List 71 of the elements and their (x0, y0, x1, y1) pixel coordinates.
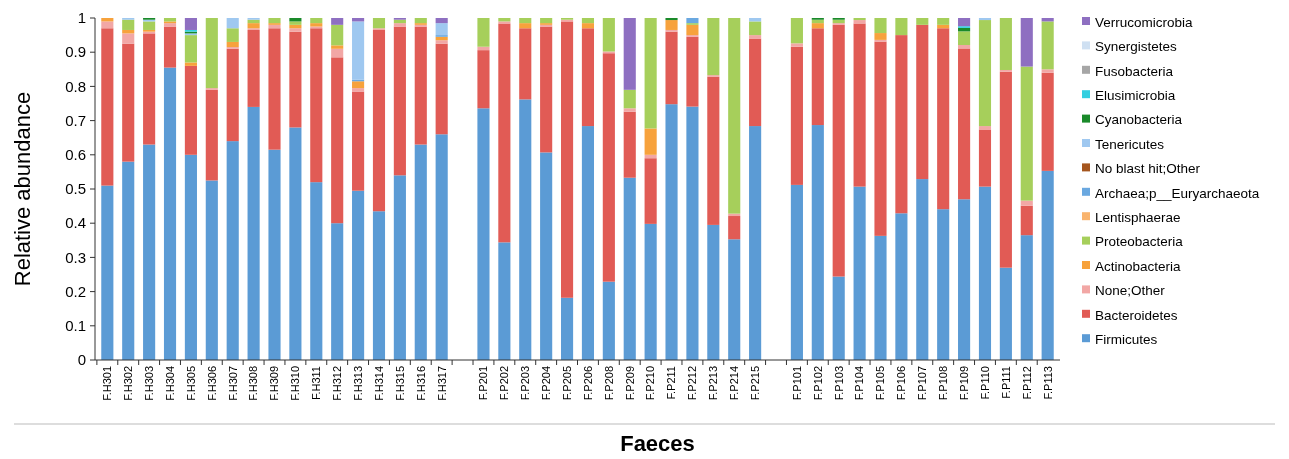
x-tick-label: F.H307 (226, 366, 239, 401)
x-tick-label: F.P215 (748, 366, 761, 401)
x-tick-label: F.P107 (916, 366, 929, 401)
legend-label: Archaea;p__Euryarchaeota (1095, 185, 1260, 201)
y-tick-label: 0.9 (65, 43, 86, 61)
legend-label: Fusobacteria (1095, 63, 1174, 79)
x-tick-label: F.H313 (351, 366, 364, 401)
y-tick-label: 0.3 (65, 248, 86, 266)
y-axis-title: Relative abundance (10, 91, 35, 287)
x-tick-label: F.P203 (519, 366, 532, 401)
x-tick-label: F.H303 (142, 366, 155, 401)
x-tick-label: F.H315 (393, 366, 406, 401)
x-axis-title: Faeces (620, 431, 695, 456)
y-tick-label: 0.5 (65, 180, 86, 198)
legend-label: Cyanobacteria (1095, 112, 1183, 128)
y-tick-label: 0 (77, 351, 86, 369)
x-tick-label: F.P111 (999, 366, 1012, 399)
x-tick-label: F.P101 (790, 366, 803, 401)
x-tick-label: F.H312 (331, 366, 344, 401)
x-tick-label: F.P210 (644, 366, 657, 401)
x-tick-label: F.P202 (498, 366, 511, 401)
x-tick-label: F.P110 (978, 366, 991, 400)
x-tick-label: F.H314 (372, 366, 385, 401)
legend-label: No blast hit;Other (1095, 161, 1201, 177)
x-tick-label: F.P113 (1041, 366, 1054, 400)
x-tick-label: F.P211 (665, 366, 678, 400)
x-tick-label: F.H310 (289, 366, 302, 401)
legend-label: Verrucomicrobia (1095, 14, 1194, 30)
y-tick-label: 0.2 (65, 282, 86, 300)
y-tick-label: 0.7 (65, 111, 86, 129)
y-tick-label: 0.8 (65, 77, 86, 95)
y-tick-label: 0.6 (65, 146, 86, 164)
x-tick-label: F.P204 (540, 366, 553, 401)
x-tick-label: F.P104 (853, 366, 866, 401)
legend-label: Lentisphaerae (1095, 209, 1181, 225)
x-tick-label: F.P108 (937, 366, 950, 401)
y-tick-label: 0.4 (65, 214, 86, 232)
legend-label: Proteobacteria (1095, 234, 1184, 250)
x-tick-label: F.P105 (874, 366, 887, 401)
legend-label: Firmicutes (1095, 331, 1158, 347)
x-tick-label: F.H301 (101, 366, 114, 401)
x-tick-label: F.P205 (560, 366, 573, 401)
x-tick-label: F.P213 (707, 366, 720, 401)
legend-label: Elusimicrobia (1095, 87, 1176, 103)
x-tick-label: F.P106 (895, 366, 908, 401)
x-tick-label: F.P214 (728, 366, 741, 401)
legend-label: Bacteroidetes (1095, 307, 1178, 323)
x-tick-label: F.P103 (832, 366, 845, 401)
x-tick-label: F.H305 (184, 366, 197, 401)
x-tick-label: F.H308 (247, 366, 260, 401)
x-tick-label: F.H304 (163, 366, 176, 401)
x-tick-label: F.P212 (686, 366, 699, 401)
x-tick-label: F.P102 (811, 366, 824, 401)
legend-label: None;Other (1095, 283, 1166, 299)
x-tick-label: F.P201 (477, 366, 490, 401)
x-tick-label: F.P209 (623, 366, 636, 401)
x-tick-label: F.P112 (1020, 366, 1033, 400)
x-tick-label: F.P109 (957, 366, 970, 401)
x-tick-label: F.H317 (435, 366, 448, 401)
x-tick-label: F.P208 (602, 366, 615, 401)
x-tick-label: F.P206 (581, 366, 594, 401)
x-tick-label: F.H306 (205, 366, 218, 401)
x-tick-label: F.H311 (310, 366, 323, 401)
y-tick-label: 0.1 (65, 317, 86, 335)
x-tick-label: F.H302 (122, 366, 135, 401)
legend-label: Tenericutes (1095, 136, 1165, 152)
legend-label: Actinobacteria (1095, 258, 1182, 274)
y-tick-label: 1 (77, 9, 86, 27)
legend-label: Synergistetes (1095, 39, 1178, 55)
x-tick-label: F.H316 (414, 366, 427, 401)
x-tick-label: F.H309 (268, 366, 281, 401)
